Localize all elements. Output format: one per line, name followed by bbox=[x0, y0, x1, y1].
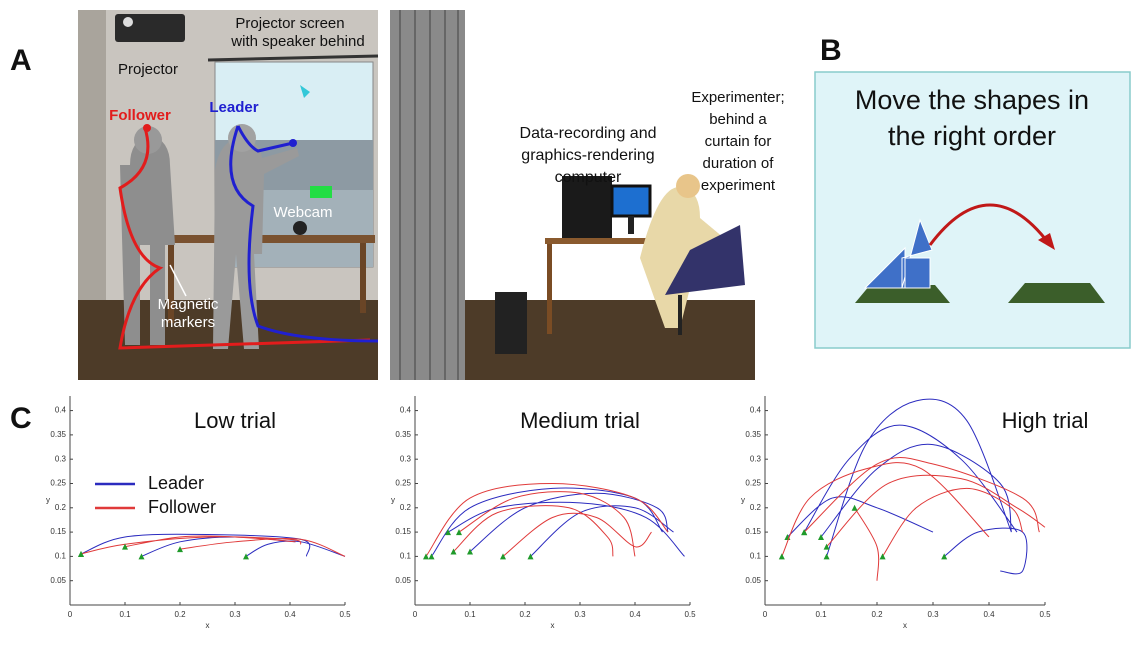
start-marker bbox=[852, 505, 858, 511]
y-tick-label: 0.25 bbox=[395, 479, 411, 488]
scene-label: curtain for bbox=[705, 133, 772, 150]
instruction: Move the shapes in bbox=[855, 85, 1089, 115]
y-axis-label: y bbox=[741, 496, 745, 505]
y-tick-label: 0.4 bbox=[400, 406, 412, 415]
y-tick-label: 0.2 bbox=[400, 503, 412, 512]
y-tick-label: 0.05 bbox=[395, 576, 411, 585]
scene-label: markers bbox=[161, 314, 215, 331]
scene-label: Data-recording and bbox=[520, 125, 657, 142]
legend-label: Leader bbox=[148, 473, 204, 493]
y-tick-label: 0.4 bbox=[750, 406, 762, 415]
x-tick-label: 0.4 bbox=[629, 610, 641, 619]
y-tick-label: 0.35 bbox=[745, 430, 761, 439]
figure: A B C Projector Projector screen with sp… bbox=[0, 0, 1135, 651]
trajectory bbox=[426, 483, 668, 556]
y-tick-label: 0.25 bbox=[50, 479, 66, 488]
y-tick-label: 0.2 bbox=[750, 503, 762, 512]
scene-label: computer bbox=[555, 169, 622, 186]
scene-label: graphics-rendering bbox=[521, 147, 654, 164]
y-axis-label: y bbox=[46, 496, 50, 505]
x-tick-label: 0.4 bbox=[983, 610, 995, 619]
y-tick-label: 0.15 bbox=[50, 527, 66, 536]
scene-label: behind a bbox=[709, 111, 767, 128]
y-tick-label: 0.1 bbox=[400, 552, 412, 561]
x-tick-label: 0.4 bbox=[284, 610, 296, 619]
y-tick-label: 0.1 bbox=[750, 552, 762, 561]
scene-label: with speaker behind bbox=[230, 33, 364, 50]
x-tick-label: 0.2 bbox=[519, 610, 531, 619]
y-tick-label: 0.25 bbox=[745, 479, 761, 488]
y-tick-label: 0.2 bbox=[55, 503, 67, 512]
start-marker bbox=[243, 553, 249, 559]
scene-label: Follower bbox=[109, 107, 171, 124]
x-tick-label: 0.2 bbox=[871, 610, 883, 619]
x-tick-label: 0.5 bbox=[339, 610, 351, 619]
x-tick-label: 0.5 bbox=[684, 610, 696, 619]
panel-label: C bbox=[10, 402, 32, 435]
start-marker bbox=[779, 553, 785, 559]
scene-label: Projector screen bbox=[235, 15, 344, 32]
y-tick-label: 0.3 bbox=[55, 454, 67, 463]
y-tick-label: 0.05 bbox=[745, 576, 761, 585]
chart-title: High trial bbox=[1002, 408, 1089, 433]
y-tick-label: 0.1 bbox=[55, 552, 67, 561]
right-room bbox=[390, 10, 755, 380]
x-tick-label: 0 bbox=[763, 610, 768, 619]
trajectory bbox=[782, 457, 1045, 580]
x-tick-label: 0.3 bbox=[574, 610, 586, 619]
scene-label: Leader bbox=[209, 99, 258, 116]
x-tick-label: 0.5 bbox=[1039, 610, 1051, 619]
x-tick-label: 0.3 bbox=[229, 610, 241, 619]
scene-label: Projector bbox=[118, 61, 178, 78]
y-tick-label: 0.05 bbox=[50, 576, 66, 585]
x-axis-label: x bbox=[903, 621, 907, 630]
start-marker bbox=[880, 553, 886, 559]
y-tick-label: 0.35 bbox=[395, 430, 411, 439]
scene-label: Webcam bbox=[274, 204, 333, 221]
chart-title: Low trial bbox=[194, 408, 276, 433]
x-axis-label: x bbox=[206, 621, 210, 630]
scene-label: duration of bbox=[703, 155, 775, 172]
panel-label: A bbox=[10, 44, 32, 77]
chart-title: Medium trial bbox=[520, 408, 640, 433]
start-marker bbox=[456, 529, 462, 535]
x-tick-label: 0.1 bbox=[119, 610, 131, 619]
x-tick-label: 0 bbox=[68, 610, 73, 619]
start-marker bbox=[423, 553, 429, 559]
y-axis-label: y bbox=[391, 496, 395, 505]
x-tick-label: 0.2 bbox=[174, 610, 186, 619]
trajectory bbox=[81, 536, 345, 556]
x-tick-label: 0 bbox=[413, 610, 418, 619]
x-axis-label: x bbox=[551, 621, 555, 630]
legend-label: Follower bbox=[148, 497, 216, 517]
scene-label: experiment bbox=[701, 177, 776, 194]
scene-label: Magnetic bbox=[158, 296, 219, 313]
x-tick-label: 0.1 bbox=[464, 610, 476, 619]
y-tick-label: 0.15 bbox=[395, 527, 411, 536]
start-marker bbox=[139, 553, 145, 559]
y-tick-label: 0.35 bbox=[50, 430, 66, 439]
panel-label: B bbox=[820, 34, 842, 67]
y-tick-label: 0.4 bbox=[55, 406, 67, 415]
y-tick-label: 0.3 bbox=[400, 454, 412, 463]
y-tick-label: 0.3 bbox=[750, 454, 762, 463]
start-marker bbox=[824, 553, 830, 559]
start-marker bbox=[429, 553, 435, 559]
scene-label: Experimenter; bbox=[691, 89, 784, 106]
x-tick-label: 0.3 bbox=[927, 610, 939, 619]
x-tick-label: 0.1 bbox=[815, 610, 827, 619]
instruction: the right order bbox=[888, 121, 1056, 151]
y-tick-label: 0.15 bbox=[745, 527, 761, 536]
